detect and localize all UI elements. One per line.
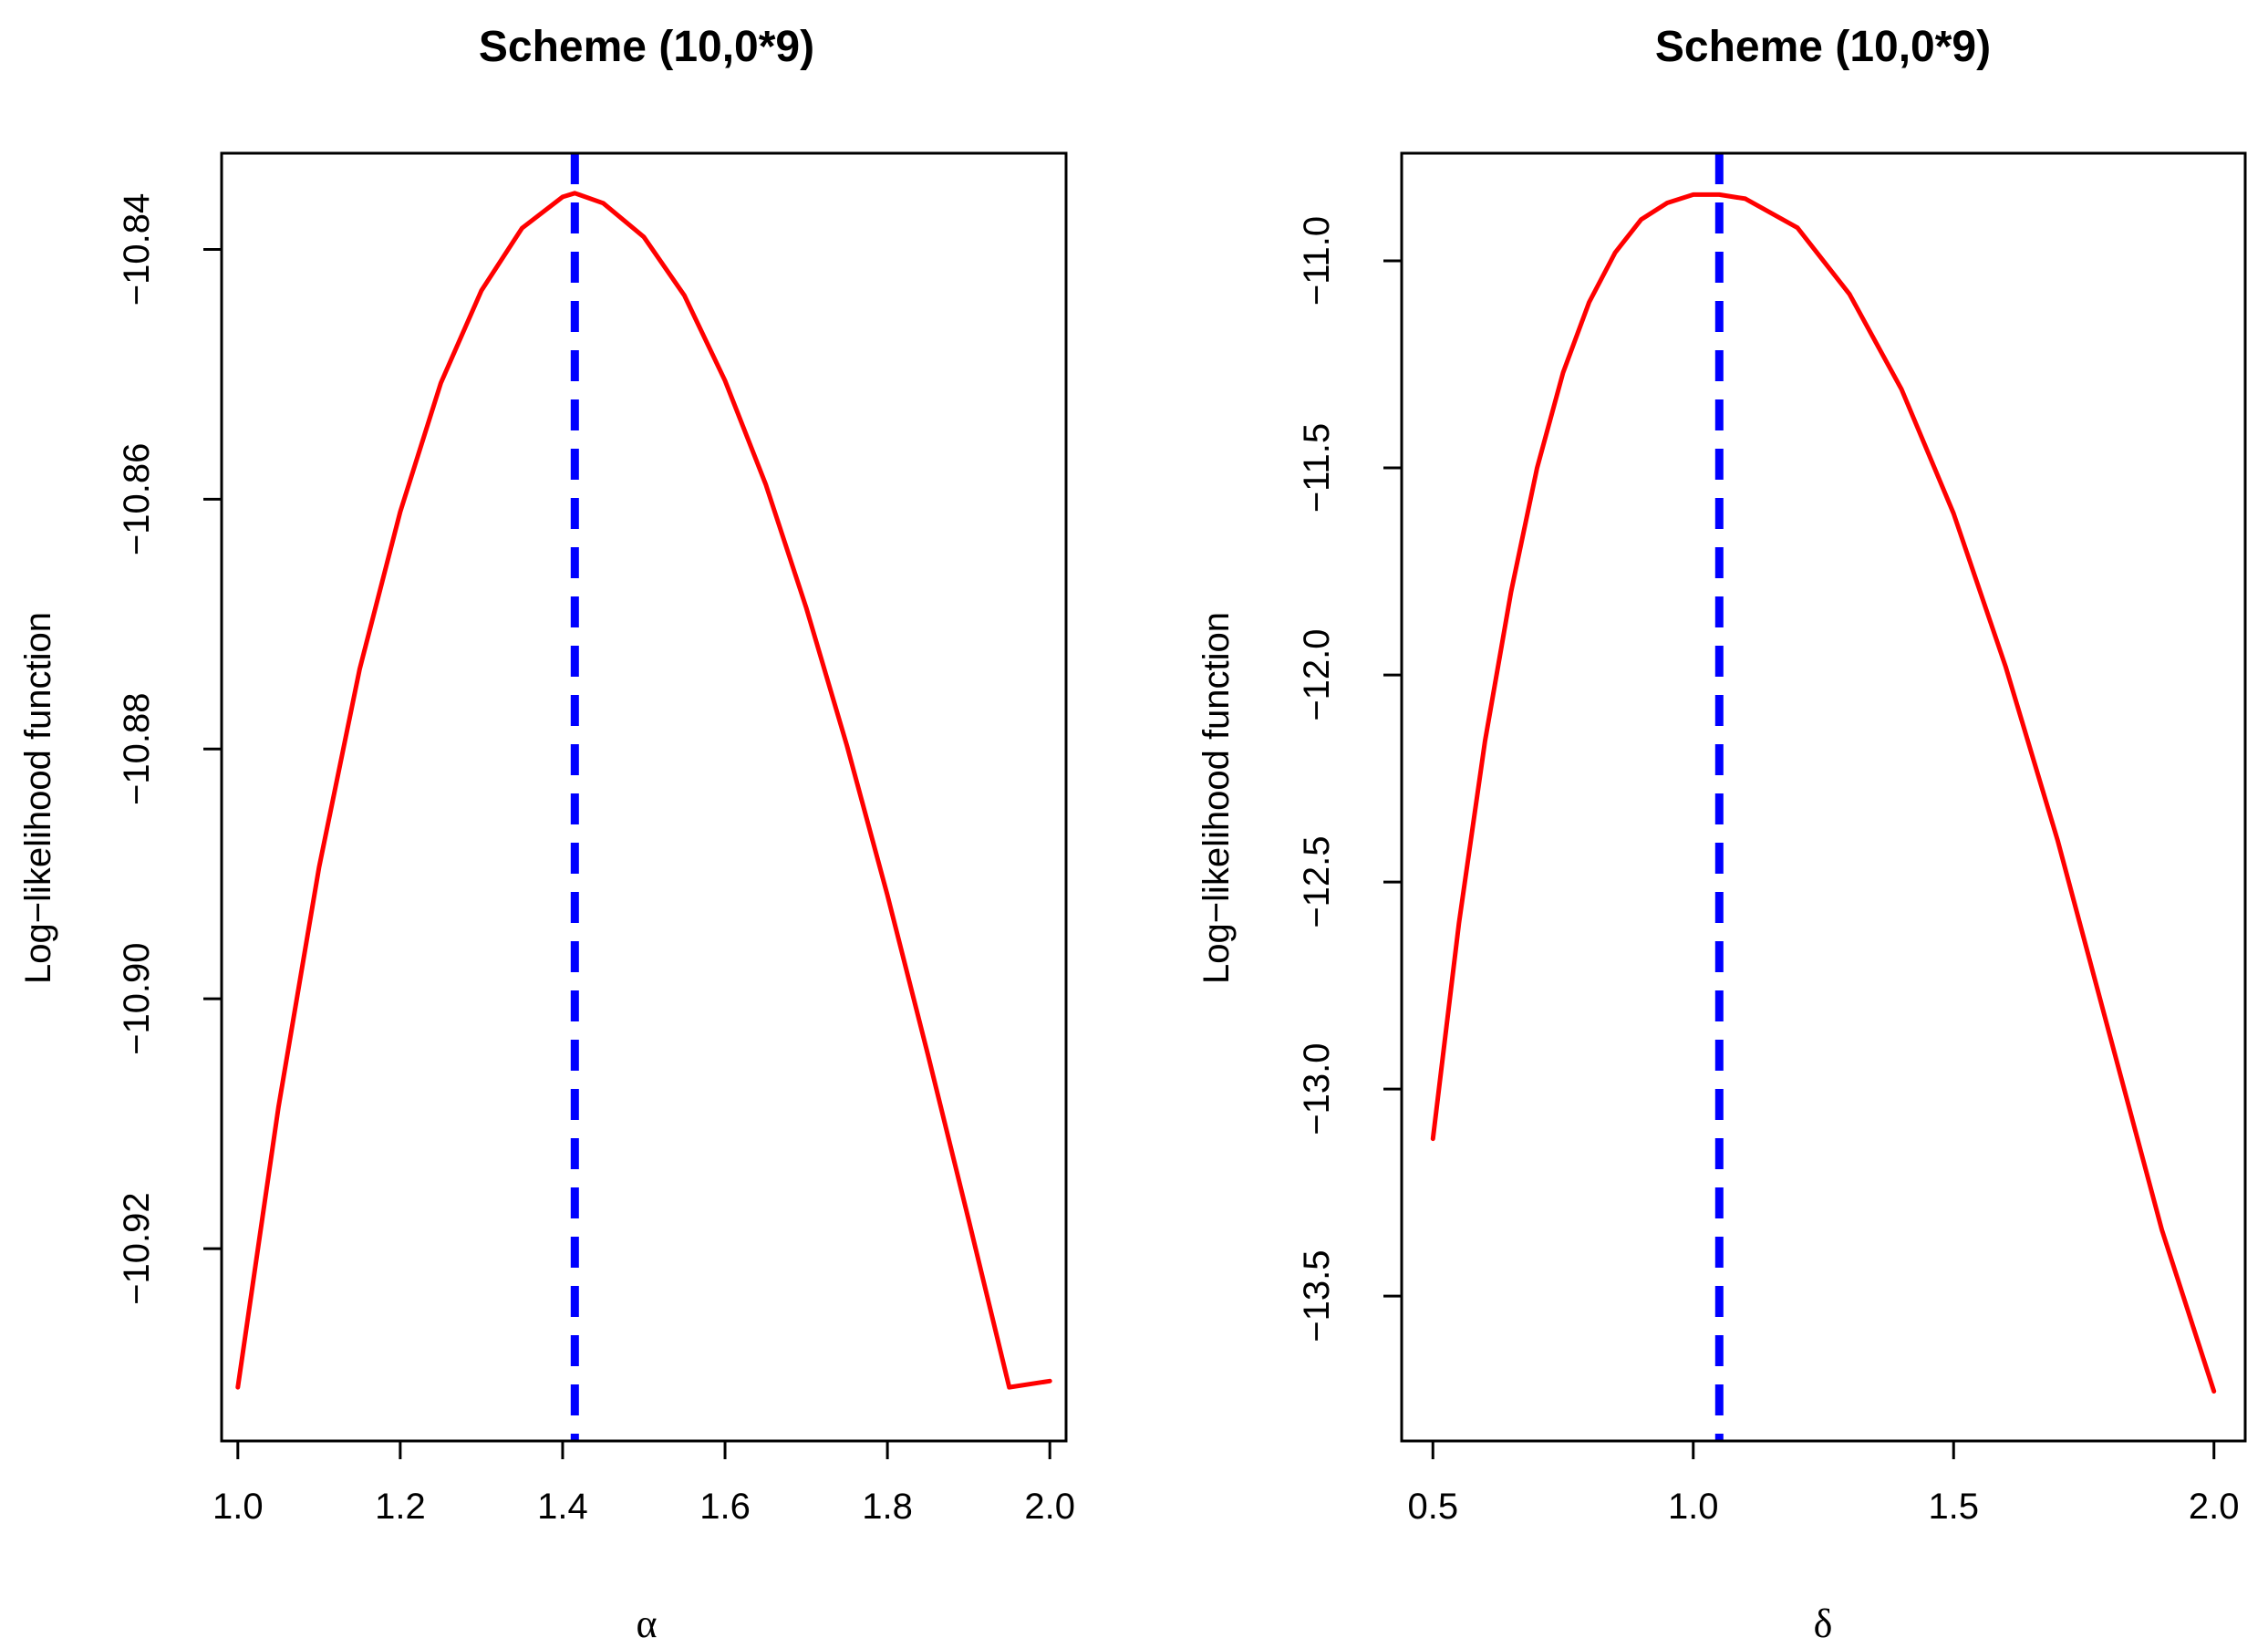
x-tick-label: 1.0 [212, 1487, 264, 1527]
y-tick-label: −10.90 [117, 942, 157, 1054]
y-axis-label: Log−likelihood function [1196, 612, 1237, 984]
log-likelihood-curve [1430, 192, 2217, 1394]
x-tick-label: 0.5 [1407, 1487, 1458, 1527]
x-tick-label: 2.0 [1024, 1487, 1075, 1527]
x-axis-label: δ [1814, 1601, 1833, 1646]
log-likelihood-curve [235, 191, 1052, 1390]
y-tick-label: −13.5 [1297, 1249, 1337, 1342]
x-tick-label: 1.0 [1668, 1487, 1719, 1527]
x-tick-label: 1.4 [537, 1487, 588, 1527]
y-tick-label: −10.92 [117, 1192, 157, 1304]
x-tick-label: 1.6 [699, 1487, 751, 1527]
plot-frame [220, 151, 1068, 1443]
y-tick-label: −10.84 [117, 193, 157, 306]
x-axis-label: α [636, 1601, 657, 1646]
y-tick-label: −11.5 [1297, 423, 1337, 513]
x-tick-label: 1.8 [862, 1487, 913, 1527]
panel-delta: Scheme (10,0*9) δ Log−likelihood functio… [1196, 23, 2247, 1646]
y-tick-label: −11.0 [1297, 216, 1337, 306]
y-tick-label: −12.0 [1297, 628, 1337, 720]
y-axis-label: Log−likelihood function [18, 612, 58, 984]
x-tick-label: 1.5 [1928, 1487, 1979, 1527]
y-tick-label: −13.0 [1297, 1042, 1337, 1135]
y-tick-label: −12.5 [1297, 835, 1337, 928]
chart-title: Scheme (10,0*9) [1655, 23, 1991, 71]
plot-marks: 0.5 1.0 1.5 2.0 −11.0 −11.5 −12.0 −12.5 −13.0 −13… [1297, 153, 2240, 1527]
chart-title: Scheme (10,0*9) [479, 23, 814, 71]
plot-marks: 1.0 1.2 1.4 1.6 1.8 2.0 −10.84 −10.86 −10.88 −10.… [117, 153, 1075, 1527]
panel-alpha: Scheme (10,0*9) α Log−likelihood functio… [18, 23, 1075, 1646]
plot-frame [1400, 151, 2247, 1443]
x-tick-label: 2.0 [2189, 1487, 2240, 1527]
y-tick-label: −10.86 [117, 443, 157, 555]
y-tick-label: −10.88 [117, 693, 157, 805]
x-tick-label: 1.2 [375, 1487, 426, 1527]
